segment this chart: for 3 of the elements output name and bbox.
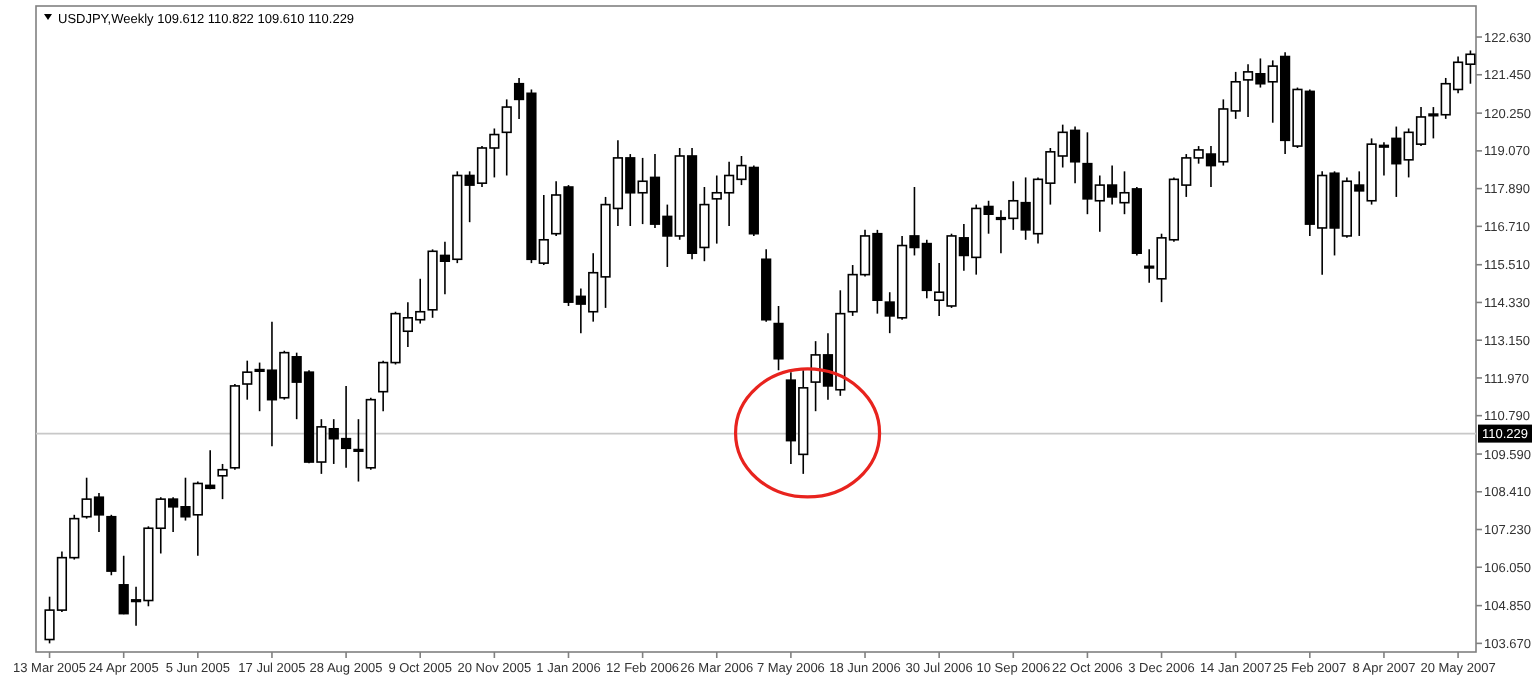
candlestick xyxy=(217,463,228,500)
candlestick xyxy=(773,305,784,372)
candlestick xyxy=(501,98,512,177)
